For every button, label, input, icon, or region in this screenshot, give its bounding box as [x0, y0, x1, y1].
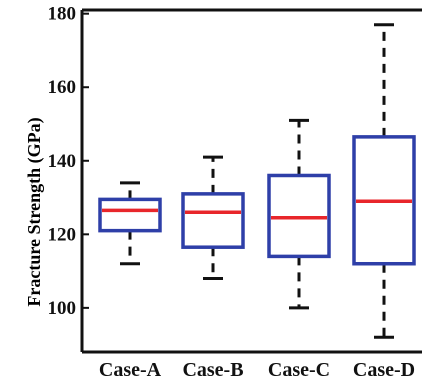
x-category-label: Case-A: [99, 359, 162, 381]
x-category-label: Case-D: [353, 359, 415, 381]
plot-area: 100 120 140 160 180 Case-A Case-B Case-C Case-D: [48, 4, 422, 381]
y-axis-label: Fracture Strength (GPa): [24, 117, 45, 306]
x-category-label: Case-C: [268, 359, 330, 381]
y-tick-label: 120: [48, 224, 77, 245]
y-tick-label: 100: [48, 298, 77, 319]
y-tick-label: 140: [48, 151, 77, 172]
box: [98, 197, 162, 233]
y-tick-label: 160: [48, 77, 77, 98]
y-tick-label: 180: [48, 4, 77, 25]
box: [352, 135, 416, 266]
box: [181, 192, 245, 249]
box: [267, 173, 331, 259]
x-category-label: Case-B: [182, 359, 243, 381]
